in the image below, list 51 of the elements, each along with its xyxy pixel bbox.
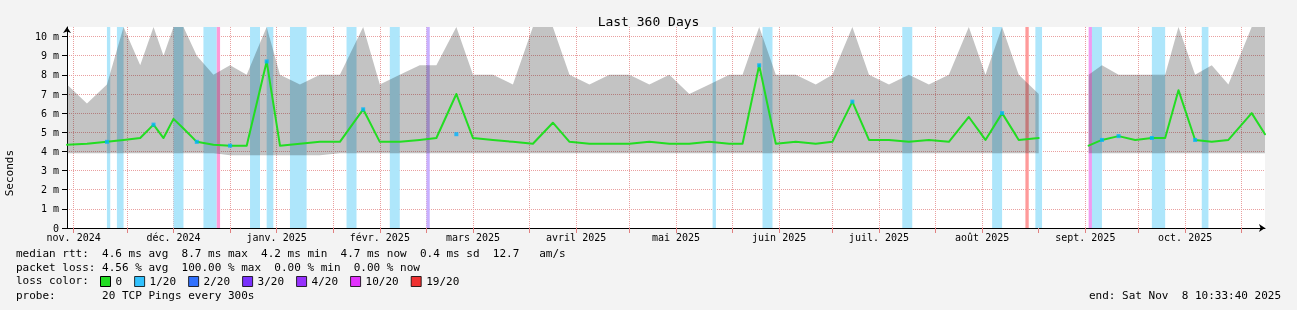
y-tick-label: 1 m <box>40 203 59 215</box>
point <box>757 63 762 68</box>
y-axis-title: Seconds <box>3 150 16 197</box>
text: packet loss: 4.56 % avg 100.00 % max 0.00 % min 0.00 % now <box>16 261 421 274</box>
y-tick-label: 5 m <box>40 126 59 138</box>
text: probe: 20 TCP Pings every 300s <box>16 289 255 302</box>
x-tick-label: févr. 2025 <box>349 231 410 243</box>
y-tick-label: 7 m <box>40 88 59 100</box>
legend-label: 1/20 <box>149 275 177 288</box>
text: median rtt: 4.6 ms avg 8.7 ms max 4.2 ms min 4.7 ms now 0.4 ms sd 12.7 am/s <box>16 247 566 260</box>
point <box>361 107 366 112</box>
y-tick-label: 4 m <box>40 145 59 157</box>
point <box>194 139 199 144</box>
y-tick-label: 3 m <box>40 165 59 177</box>
point <box>104 139 109 144</box>
y-tick-label: 0 <box>52 222 59 234</box>
point <box>151 122 156 127</box>
x-tick-label: janv. 2025 <box>246 231 307 243</box>
point <box>228 143 233 148</box>
x-tick-label: mars 2025 <box>445 231 501 243</box>
point <box>264 59 269 64</box>
point <box>1116 134 1121 139</box>
y-tick-label: 6 m <box>40 107 59 119</box>
legend-label: 2/20 <box>203 275 231 288</box>
point <box>1000 111 1005 116</box>
point <box>1193 137 1198 142</box>
legend-label: 19/20 <box>426 275 460 288</box>
x-tick-label: oct. 2025 <box>1158 231 1213 243</box>
y-tick-label: 2 m <box>40 184 59 196</box>
point <box>1149 136 1154 141</box>
x-tick-label: nov. 2024 <box>46 231 101 243</box>
legend-label: 10/20 <box>365 275 399 288</box>
y-tick-label: 8 m <box>40 69 59 81</box>
y-tick-label: 10 m <box>34 31 59 43</box>
legend-label: 3/20 <box>257 275 285 288</box>
point <box>454 132 459 137</box>
legend-title: loss color: <box>16 274 89 287</box>
legend-label: 4/20 <box>311 275 339 288</box>
x-tick-label: avril 2025 <box>546 231 607 243</box>
x-tick-label: juin 2025 <box>752 231 807 243</box>
point <box>1099 137 1104 142</box>
x-tick-label: août 2025 <box>955 231 1010 243</box>
legend-label: 0 <box>115 275 123 288</box>
x-tick-label: déc. 2024 <box>146 231 201 243</box>
text: end: Sat Nov 8 10:33:40 2025 <box>1088 289 1282 302</box>
point <box>850 99 855 104</box>
x-tick-label: sept. 2025 <box>1055 231 1116 243</box>
chart-title: Last 360 Days <box>597 14 700 29</box>
x-tick-label: juil. 2025 <box>848 231 910 243</box>
x-tick-label: mai 2025 <box>651 231 701 243</box>
y-tick-label: 9 m <box>40 50 59 62</box>
